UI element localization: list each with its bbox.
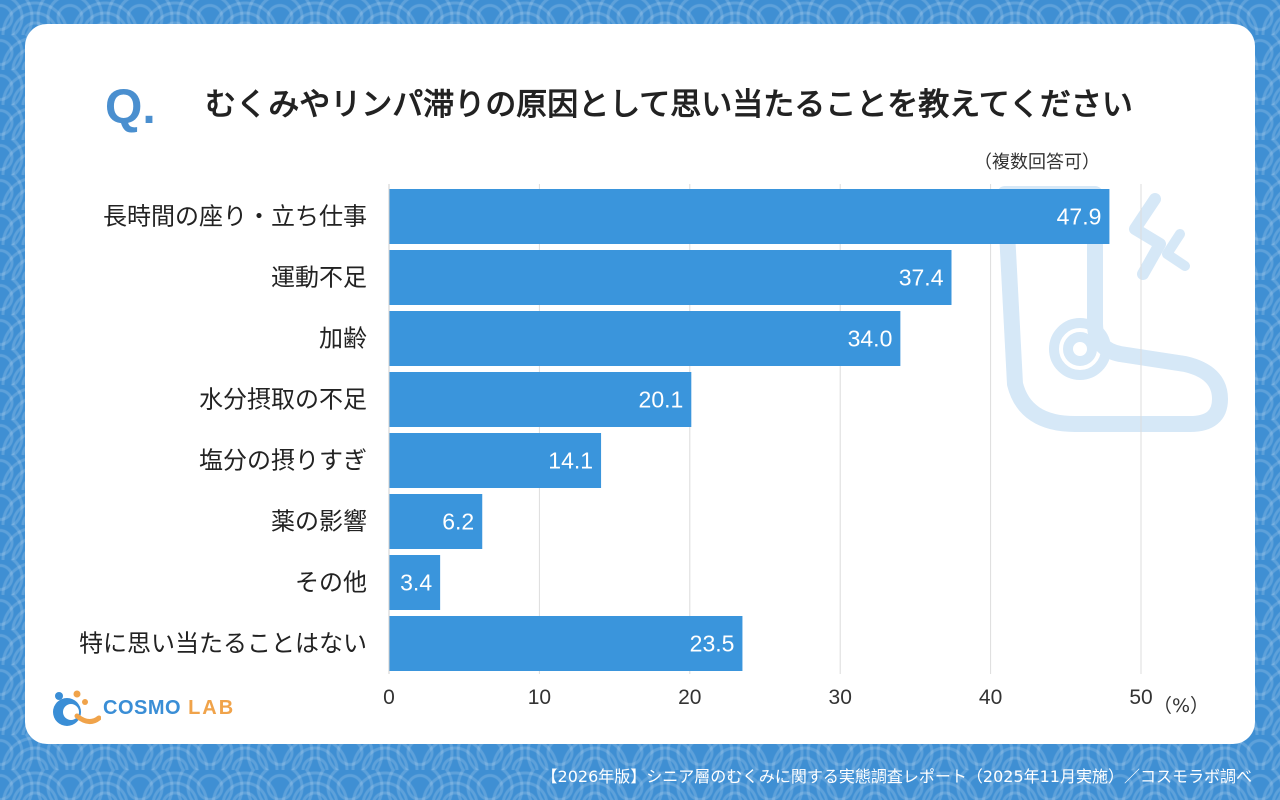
bar-0: [389, 189, 1110, 244]
bar-2: [389, 311, 901, 366]
cosmo-lab-logo: COSMO LAB: [47, 686, 235, 730]
bar-chart: 0 10 20 30 40 50 （%） 長時間の座り・立ち仕事 47.9 運動不足 37.4 加齢 3…: [79, 184, 1209, 717]
multiple-answer-note: （複数回答可）: [974, 152, 1100, 173]
bar-4: [389, 433, 602, 488]
category-label: その他: [295, 569, 367, 597]
bar-5: [389, 494, 483, 549]
question-mark: Q.: [105, 81, 156, 134]
category-label: 運動不足: [271, 264, 367, 292]
foot-swelling-icon: [997, 186, 1228, 432]
question-title: むくみやリンパ滞りの原因として思い当たることを教えてください: [205, 87, 1133, 123]
value-label: 37.4: [899, 265, 944, 291]
x-tick-label: 0: [383, 686, 395, 709]
chart-card: Q. むくみやリンパ滞りの原因として思い当たることを教えてください （複数回答可…: [25, 24, 1255, 744]
category-label: 塩分の摂りすぎ: [199, 447, 367, 475]
x-tick-label: 50: [1129, 686, 1152, 709]
logo-lab-text: LAB: [188, 696, 236, 719]
category-label: 水分摂取の不足: [199, 386, 367, 414]
category-label: 加齢: [319, 325, 367, 353]
value-label: 3.4: [400, 570, 432, 596]
value-label: 14.1: [548, 448, 593, 474]
x-unit-label: （%）: [1153, 695, 1209, 717]
x-tick-label: 20: [678, 686, 701, 709]
category-label: 長時間の座り・立ち仕事: [103, 203, 367, 231]
logo-cosmo-text: COSMO: [103, 696, 182, 719]
bar-7: [389, 616, 743, 671]
x-tick-label: 30: [829, 686, 852, 709]
category-label: 特に思い当たることはない: [79, 630, 367, 658]
logo-mark-icon: [53, 690, 101, 726]
x-tick-label: 10: [528, 686, 551, 709]
bar-6: [389, 555, 441, 610]
bar-1: [389, 250, 952, 305]
x-tick-label: 40: [979, 686, 1002, 709]
value-label: 47.9: [1057, 204, 1102, 230]
category-label: 薬の影響: [271, 508, 367, 536]
value-label: 20.1: [639, 387, 684, 413]
value-label: 23.5: [690, 631, 735, 657]
source-footer: 【2026年版】シニア層のむくみに関する実態調査レポート（2025年11月実施）…: [541, 767, 1252, 786]
bar-3: [389, 372, 692, 427]
value-label: 6.2: [442, 509, 474, 535]
value-label: 34.0: [848, 326, 893, 352]
